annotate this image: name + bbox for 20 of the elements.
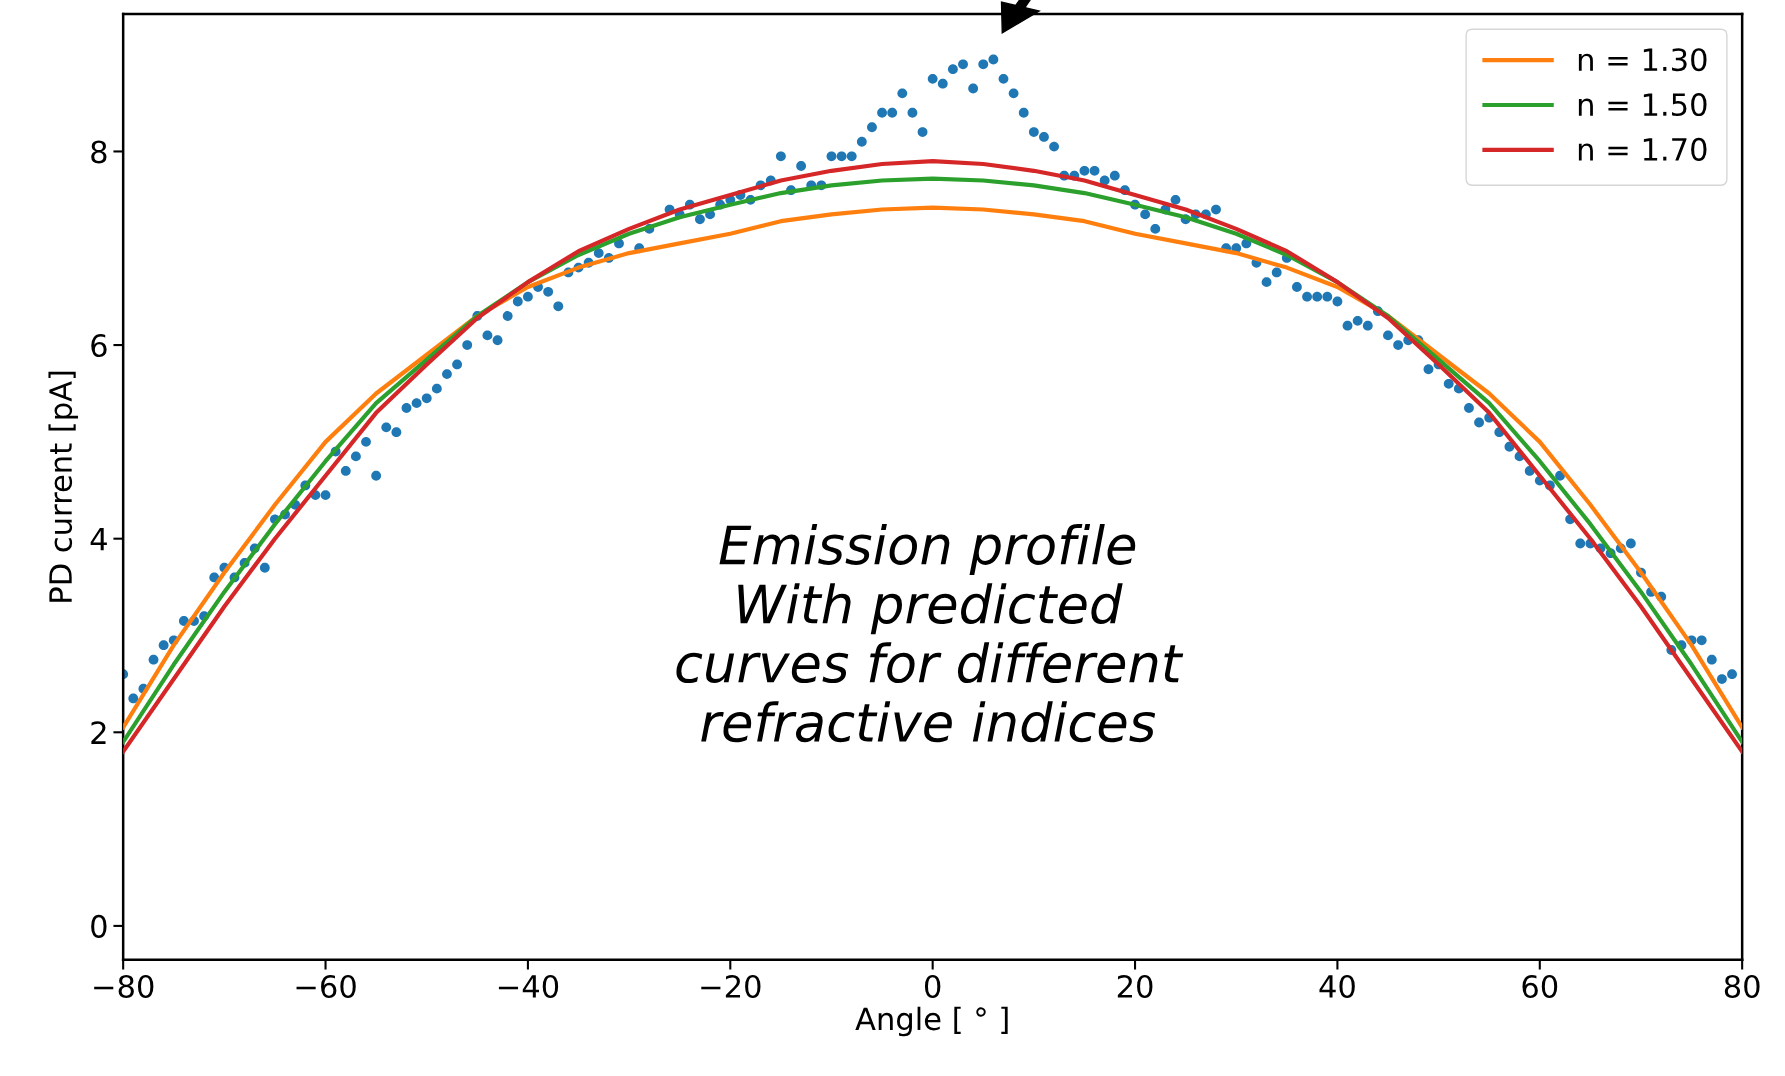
x-tick-label: 60 (1522, 974, 1558, 999)
legend-label: n = 1.70 (1578, 137, 1707, 161)
x-tick-label: 20 (1117, 974, 1153, 999)
y-axis-title: PD current [pA] (48, 371, 79, 602)
y-tick-label: 2 (91, 721, 106, 744)
x-tick-label: 40 (1319, 974, 1355, 999)
y-tick-label: 0 (91, 914, 107, 938)
x-tick-label: −40 (498, 974, 559, 999)
x-tick-label: 80 (1724, 974, 1760, 999)
legend-label: n = 1.30 (1578, 48, 1707, 72)
x-tick-label: −80 (94, 974, 154, 999)
x-tick-label: −60 (296, 974, 356, 999)
y-tick-label: 6 (91, 334, 107, 358)
x-axis-title: Angle [ ° ] (855, 1006, 1008, 1037)
x-tick-label: 0 (924, 974, 941, 999)
legend-label: n = 1.50 (1578, 92, 1707, 117)
x-tick-label: −20 (701, 974, 761, 999)
annotation: Emission profile With predicted curves for different refractive indices (676, 524, 1184, 743)
y-tick-label: 4 (90, 528, 107, 551)
y-tick-label: 8 (91, 140, 107, 164)
